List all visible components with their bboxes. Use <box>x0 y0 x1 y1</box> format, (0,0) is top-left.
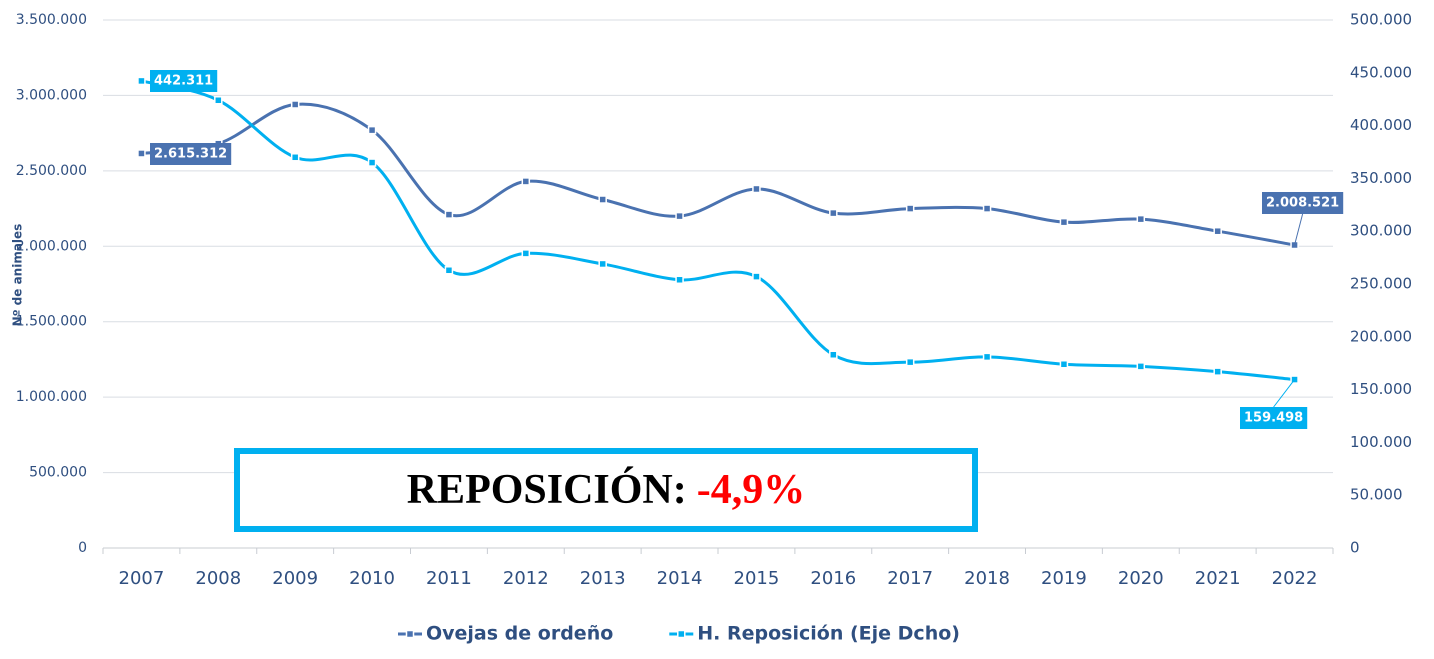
data-point <box>137 149 146 158</box>
data-label: 442.311 <box>150 70 218 92</box>
x-tick-label: 2008 <box>195 568 241 589</box>
x-tick-label: 2010 <box>349 568 395 589</box>
y2-tick-label: 100.000 <box>1350 433 1412 451</box>
x-tick-label: 2019 <box>1041 568 1087 589</box>
data-point <box>444 210 454 219</box>
y-tick-label: 2.500.000 <box>16 163 87 179</box>
x-tick-label: 2018 <box>964 568 1010 589</box>
data-label: 159.498 <box>1240 379 1308 429</box>
data-label-text: 442.311 <box>154 74 213 89</box>
x-tick-label: 2022 <box>1272 568 1318 589</box>
data-point <box>521 249 531 258</box>
y-tick-label: 1.000.000 <box>16 389 87 405</box>
data-label-box <box>150 143 232 165</box>
data-label-text: 159.498 <box>1244 411 1303 426</box>
data-point <box>444 266 454 275</box>
y-tick-label: 3.000.000 <box>16 87 87 103</box>
data-label-text: 2.008.521 <box>1266 196 1339 211</box>
x-tick-label: 2021 <box>1195 568 1241 589</box>
data-label-box <box>1262 192 1344 214</box>
x-tick-label: 2016 <box>810 568 856 589</box>
data-point <box>675 211 684 221</box>
x-tick-label: 2015 <box>734 568 780 589</box>
x-tick-label: 2012 <box>503 568 549 589</box>
data-point <box>1136 214 1146 224</box>
data-point <box>1136 362 1146 371</box>
y2-tick-label: 350.000 <box>1350 169 1412 187</box>
series-line <box>141 102 1295 247</box>
y-axis-label: Nº de animales <box>11 224 25 327</box>
x-tick-label: 2020 <box>1118 568 1164 589</box>
data-point <box>675 275 684 285</box>
annotation-value: -4,9% <box>697 467 806 513</box>
data-point <box>829 350 838 360</box>
data-label: 2.615.312 <box>150 143 232 165</box>
y-tick-label: 3.500.000 <box>16 12 87 28</box>
annotation-box <box>234 448 978 532</box>
y-tick-label: 0 <box>78 540 87 556</box>
data-point <box>367 125 377 135</box>
x-tick-label: 2014 <box>657 568 703 589</box>
x-tick-label: 2009 <box>272 568 318 589</box>
data-point <box>1213 226 1222 236</box>
legend: Ovejas de ordeño H. Reposición (Eje Dcho) <box>398 623 960 645</box>
y-tick-label: 500.000 <box>29 465 87 481</box>
data-point <box>367 158 377 167</box>
legend-label: Ovejas de ordeño <box>426 623 613 645</box>
data-label-box <box>1240 407 1308 429</box>
annotation: REPOSICIÓN: -4,9% <box>407 466 806 513</box>
legend-label: H. Reposición (Eje Dcho) <box>697 623 960 645</box>
y2-tick-label: 250.000 <box>1350 275 1412 293</box>
legend-marker <box>405 629 415 639</box>
y2-tick-label: 200.000 <box>1350 327 1412 345</box>
data-point <box>1213 367 1222 376</box>
data-point <box>214 96 223 105</box>
data-point <box>1059 217 1069 227</box>
data-label: 2.008.521 <box>1262 192 1344 246</box>
y2-tick-label: 50.000 <box>1350 486 1403 504</box>
data-point <box>752 272 761 281</box>
y2-tick-label: 150.000 <box>1350 380 1412 398</box>
data-point <box>829 208 838 218</box>
x-tick-label: 2013 <box>580 568 626 589</box>
series-line <box>141 79 1295 382</box>
y2-tick-label: 450.000 <box>1350 63 1412 81</box>
y2-tick-label: 400.000 <box>1350 116 1412 134</box>
y-tick-label: 1.500.000 <box>16 314 87 330</box>
y-tick-label: 2.000.000 <box>16 238 87 254</box>
data-point <box>982 352 992 362</box>
data-point <box>290 100 300 109</box>
leader-line <box>1294 213 1304 246</box>
y2-tick-label: 500.000 <box>1350 11 1412 29</box>
legend-marker <box>677 629 686 639</box>
data-point <box>521 177 531 186</box>
data-label-text: 2.615.312 <box>154 147 227 162</box>
data-point <box>598 259 607 269</box>
data-point <box>598 195 607 204</box>
data-label-box <box>150 70 218 92</box>
annotation-text: REPOSICIÓN: <box>407 466 687 513</box>
x-tick-label: 2017 <box>887 568 933 589</box>
data-point <box>290 153 300 162</box>
data-point <box>982 204 992 213</box>
data-point <box>752 184 761 194</box>
leader-line <box>1273 379 1295 408</box>
x-tick-label: 2007 <box>119 568 165 589</box>
y2-tick-label: 300.000 <box>1350 222 1412 240</box>
data-point <box>905 357 915 367</box>
x-tick-label: 2011 <box>426 568 472 589</box>
data-point <box>137 76 146 86</box>
data-point <box>905 204 915 213</box>
y2-tick-label: 0 <box>1350 539 1360 557</box>
data-point <box>1059 360 1069 369</box>
